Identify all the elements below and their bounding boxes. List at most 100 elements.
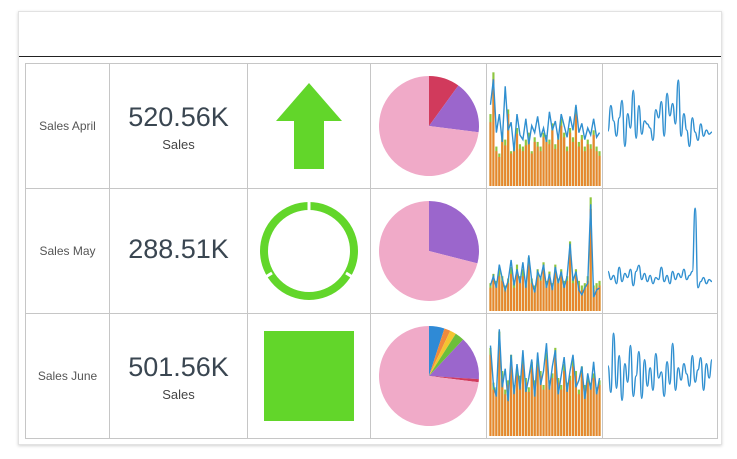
bar [583,389,586,436]
pie-chart [378,201,479,301]
bar [574,375,577,436]
bar [556,139,559,186]
kpi-value: 520.56K [128,101,229,132]
kpi-cell: 288.51K [109,188,248,314]
bar [589,208,592,311]
bar [577,146,580,186]
bar [562,285,565,311]
row-label-cell: Sales May [25,188,110,314]
bar [544,285,548,311]
series-line [489,329,600,402]
bar-chart [488,197,601,311]
bar [550,287,553,311]
pie-slice [378,201,477,301]
bar [530,153,533,186]
bar [506,283,509,311]
pie-cell [370,188,487,314]
bar [562,137,565,186]
bar [586,144,589,186]
indicator-cell [247,63,371,189]
bar [521,364,524,436]
bar [494,151,497,186]
bar [494,391,497,436]
bar [589,387,592,436]
sales-grid: Sales April 520.56K Sales [25,63,718,439]
bar [586,382,589,436]
square-indicator [264,331,354,421]
bar [503,145,506,186]
bar [518,280,521,311]
bar-cell [486,188,603,314]
bar [577,394,580,436]
bar [500,280,503,311]
bar [512,287,515,311]
pie-cell [370,313,487,439]
bar [512,389,515,436]
sparkline-cell [602,188,718,314]
bar [556,283,559,311]
bar [497,157,500,186]
bar [533,384,536,436]
pie-slice [428,339,479,380]
sparkline-chart [607,79,713,148]
bar [527,391,530,436]
pie-slice [428,376,479,383]
bar-cell [486,63,603,189]
bar [533,141,536,186]
sparkline-line [607,332,713,402]
bar [577,285,580,311]
bar [583,287,586,311]
bar [597,155,601,186]
row-label-cell: Sales June [25,313,110,439]
bar [580,373,583,436]
bar [547,144,550,186]
pie-slice [428,201,479,264]
series-line [489,79,600,152]
table-row: Sales April 520.56K Sales [25,63,718,189]
bar [515,271,518,311]
bar [559,276,562,311]
bar [527,139,530,186]
pie-slice [428,326,444,376]
bar [559,389,562,436]
bar [553,271,556,311]
bar [503,290,506,311]
bar [491,389,494,436]
bar [541,269,545,311]
row-label: Sales April [39,119,96,133]
bar [488,354,492,436]
pie-slice [428,333,463,376]
bar [497,276,500,311]
indicator-cell [247,313,371,439]
bar [500,139,503,186]
dashboard-panel: Sales April 520.56K Sales [18,11,722,445]
bar [524,285,527,311]
pie-chart [378,76,479,176]
bar [574,276,577,311]
bar [488,287,492,311]
bar [547,384,550,436]
bar [592,134,595,186]
bar [533,290,536,311]
bar [500,378,503,436]
kpi-subtitle: Sales [162,136,195,152]
bar [597,285,601,311]
bar [597,384,601,436]
bar [571,283,574,311]
indicator-cell [247,188,371,314]
bar [553,148,556,186]
bar [521,151,524,186]
bar [544,359,548,436]
sparkline-cell [602,313,718,439]
kpi-subtitle: Sales [162,386,195,402]
bar [524,145,527,186]
up-arrow-icon [276,83,342,169]
bar [595,287,598,311]
sparkline-chart [607,332,713,402]
sparkline-line [607,207,713,289]
ring-gauge [260,201,358,300]
bar [509,153,512,186]
bar [539,375,542,436]
bar [559,125,562,186]
bar [565,151,568,186]
